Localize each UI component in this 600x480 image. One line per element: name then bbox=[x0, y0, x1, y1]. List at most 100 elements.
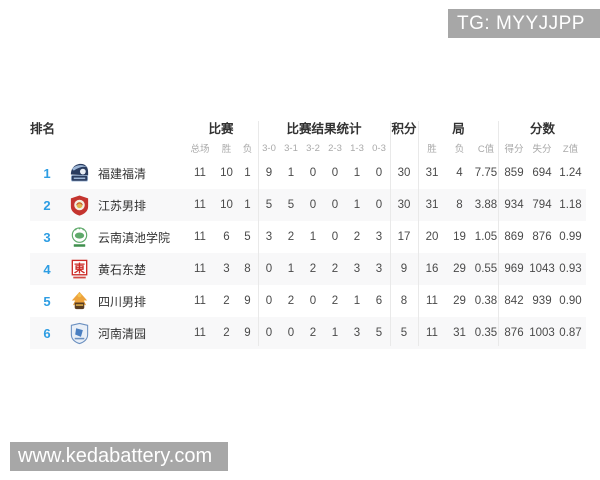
stat-value: 1 bbox=[244, 167, 251, 179]
stat-value: 0 bbox=[375, 167, 383, 179]
rank-value: 1 bbox=[43, 165, 51, 181]
stat-value: 2 bbox=[331, 263, 339, 275]
stat-value: 0 bbox=[265, 263, 273, 275]
team-name[interactable]: 黄石东楚 bbox=[98, 262, 147, 277]
stat-value: 0.99 bbox=[559, 231, 582, 243]
watermark-top-text: TG: MYYJJPP bbox=[457, 12, 585, 34]
stat-value: 1043 bbox=[529, 263, 555, 275]
team-name[interactable]: 云南滇池学院 bbox=[98, 230, 171, 245]
stat-value: 3 bbox=[375, 231, 383, 243]
stat-value: 5 bbox=[244, 231, 251, 243]
stat-value: 1.05 bbox=[474, 231, 498, 243]
stat-value: 2 bbox=[309, 327, 317, 339]
stat-value: 10 bbox=[220, 167, 233, 179]
stat-value: 30 bbox=[397, 199, 411, 211]
stat-value: 11 bbox=[194, 263, 206, 275]
stat-value: 0 bbox=[309, 295, 317, 307]
table-row: 2 江苏男排 11 10 1 5 5 0 0 1 0 30 31 8 3.88 934 794 1.18 bbox=[30, 189, 586, 221]
stat-value: 9 bbox=[244, 327, 251, 339]
stat-value: 7.75 bbox=[474, 167, 498, 179]
stat-value: 934 bbox=[504, 199, 524, 211]
stat-value: 0.55 bbox=[474, 263, 498, 275]
column-group-2: 比赛结果统计 bbox=[286, 121, 362, 136]
stat-value: 0 bbox=[331, 199, 339, 211]
team-logo: 東 bbox=[64, 258, 94, 281]
stat-value: 3 bbox=[375, 263, 383, 275]
stat-value: 5 bbox=[400, 327, 408, 339]
team-name[interactable]: 江苏男排 bbox=[98, 198, 147, 213]
stat-value: 11 bbox=[194, 199, 206, 211]
team-logo bbox=[64, 290, 94, 313]
stat-value: 9 bbox=[265, 167, 273, 179]
stat-value: 11 bbox=[194, 295, 206, 307]
stat-value: 876 bbox=[532, 231, 552, 243]
column-separator bbox=[258, 121, 259, 346]
stat-value: 1.24 bbox=[559, 167, 582, 179]
stat-value: 0 bbox=[309, 167, 317, 179]
sub-header-7: 3-1 bbox=[284, 142, 298, 154]
stat-value: 0.87 bbox=[559, 327, 582, 339]
sub-header-17: 失分 bbox=[532, 144, 552, 155]
team-name[interactable]: 河南清园 bbox=[98, 326, 147, 341]
rank-value: 3 bbox=[43, 229, 51, 245]
standings-table: 排名 比赛 比赛结果统计 积分局分数 总场胜负 3-0 3-1 3-2 2-3 1-3 0-3 胜负 C… bbox=[30, 115, 586, 349]
stat-value: 694 bbox=[532, 167, 552, 179]
stat-value: 2 bbox=[223, 327, 230, 339]
stat-value: 0.38 bbox=[474, 295, 498, 307]
column-separator bbox=[418, 121, 419, 346]
column-separator bbox=[390, 121, 391, 346]
sub-header-9: 2-3 bbox=[328, 142, 342, 154]
stat-value: 2 bbox=[309, 263, 317, 275]
stat-value: 0 bbox=[331, 167, 339, 179]
stat-value: 1 bbox=[353, 167, 361, 179]
stat-value: 11 bbox=[194, 231, 206, 243]
sub-header-13: 胜 bbox=[427, 144, 437, 155]
stat-value: 0.90 bbox=[559, 295, 582, 307]
team-logo bbox=[64, 194, 94, 217]
stat-value: 1 bbox=[309, 231, 317, 243]
stat-value: 1.18 bbox=[559, 199, 582, 211]
stat-value: 969 bbox=[504, 263, 524, 275]
stat-value: 17 bbox=[397, 231, 411, 243]
stat-value: 0 bbox=[265, 327, 273, 339]
watermark-top: TG: MYYJJPP bbox=[448, 9, 600, 38]
stat-value: 8 bbox=[244, 263, 251, 275]
sub-header-15: C值 bbox=[477, 144, 495, 155]
watermark-bottom: www.kedabattery.com bbox=[10, 442, 228, 471]
stat-value: 5 bbox=[375, 327, 383, 339]
stat-value: 9 bbox=[400, 263, 408, 275]
stat-value: 842 bbox=[504, 295, 524, 307]
stat-value: 3 bbox=[265, 231, 273, 243]
stat-value: 31 bbox=[453, 327, 466, 339]
stat-value: 3 bbox=[353, 263, 361, 275]
stat-value: 2 bbox=[331, 295, 339, 307]
sub-header-18: Z值 bbox=[562, 144, 579, 155]
team-name[interactable]: 福建福清 bbox=[98, 166, 147, 181]
stat-value: 6 bbox=[223, 231, 230, 243]
stat-value: 0.93 bbox=[559, 263, 582, 275]
stat-value: 939 bbox=[532, 295, 552, 307]
stat-value: 11 bbox=[426, 327, 438, 339]
column-group-4: 局 bbox=[452, 121, 465, 136]
stat-value: 5 bbox=[265, 199, 273, 211]
stat-value: 876 bbox=[504, 327, 524, 339]
sub-header-6: 3-0 bbox=[262, 142, 276, 154]
team-name[interactable]: 四川男排 bbox=[98, 294, 147, 309]
table-header-groups: 排名 比赛 比赛结果统计 积分 局 分数 bbox=[30, 115, 586, 139]
team-logo bbox=[64, 226, 94, 249]
column-group-5: 分数 bbox=[529, 121, 555, 136]
stat-value: 2 bbox=[223, 295, 230, 307]
stat-value: 1 bbox=[353, 295, 361, 307]
rank-value: 6 bbox=[43, 325, 51, 341]
stat-value: 1 bbox=[287, 263, 295, 275]
stat-value: 3 bbox=[223, 263, 230, 275]
stat-value: 2 bbox=[353, 231, 361, 243]
stat-value: 11 bbox=[194, 327, 206, 339]
column-group-3: 积分 bbox=[391, 121, 417, 136]
stat-value: 1 bbox=[244, 199, 251, 211]
stat-value: 20 bbox=[425, 231, 439, 243]
stat-value: 30 bbox=[397, 167, 411, 179]
rank-value: 4 bbox=[43, 261, 51, 277]
stat-value: 1 bbox=[331, 327, 339, 339]
svg-text:東: 東 bbox=[73, 260, 85, 274]
